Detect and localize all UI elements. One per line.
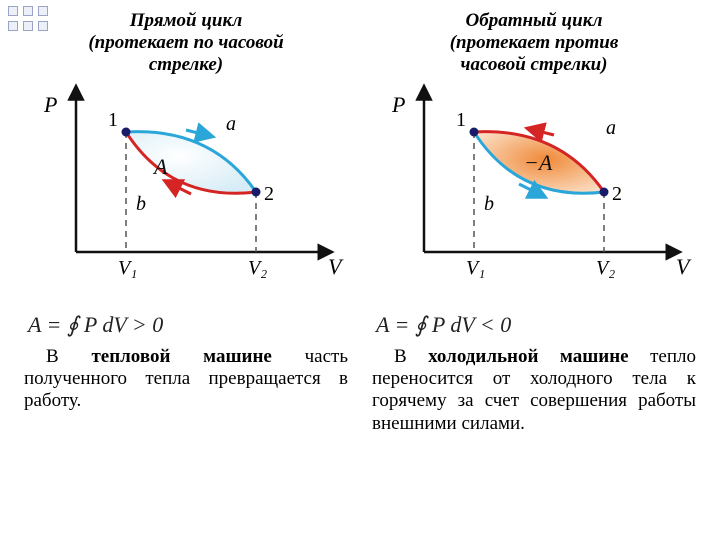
- point-2: [252, 187, 261, 196]
- x-axis-label: V: [676, 254, 692, 279]
- left-pv-diagram: P V V₁ V₂ 1 2 a b A: [20, 82, 352, 302]
- point-2-label: 2: [264, 183, 274, 205]
- columns: Прямой цикл (протекает по часовой стрелк…: [20, 10, 700, 435]
- left-title-line3: стрелке): [149, 54, 223, 75]
- right-title-line1: Обратный цикл: [466, 10, 603, 31]
- curve-a-label: a: [226, 113, 236, 135]
- right-para-pre: В: [394, 346, 428, 367]
- right-title-line3: часовой стрелки): [461, 54, 608, 75]
- right-pv-diagram: P V V₁ V₂ 1 2 a b −A: [368, 82, 700, 302]
- point-2: [600, 187, 609, 196]
- area-label: A: [152, 154, 168, 179]
- decorative-bullets: [8, 6, 50, 33]
- tick-v2: V₂: [596, 257, 615, 279]
- left-title: Прямой цикл (протекает по часовой стрелк…: [20, 10, 352, 76]
- left-title-line1: Прямой цикл: [130, 10, 243, 31]
- point-2-label: 2: [612, 183, 622, 205]
- left-formula: A = ∮ P dV > 0: [28, 312, 352, 338]
- y-axis-label: P: [43, 92, 57, 117]
- curve-a-arrow: [534, 130, 554, 135]
- point-1: [470, 127, 479, 136]
- right-formula: A = ∮ P dV < 0: [376, 312, 700, 338]
- tick-v1: V₁: [466, 257, 485, 279]
- right-title: Обратный цикл (протекает против часовой …: [368, 10, 700, 76]
- right-paragraph: В холодильной машине тепло переносится о…: [368, 346, 700, 436]
- curve-b-label: b: [136, 193, 146, 215]
- y-axis-label: P: [391, 92, 405, 117]
- point-1: [122, 127, 131, 136]
- right-column: Обратный цикл (протекает против часовой …: [368, 10, 700, 435]
- area-label: −A: [524, 150, 553, 175]
- point-1-label: 1: [456, 109, 466, 131]
- right-para-bold: холодильной машине: [428, 346, 628, 367]
- curve-a-label: a: [606, 117, 616, 139]
- left-para-pre: В: [46, 346, 91, 367]
- curve-a-arrow: [186, 130, 206, 135]
- left-para-bold: тепловой машине: [91, 346, 271, 367]
- left-column: Прямой цикл (протекает по часовой стрелк…: [20, 10, 352, 435]
- tick-v2: V₂: [248, 257, 267, 279]
- left-paragraph: В тепловой машине часть полученного тепл…: [20, 346, 352, 413]
- x-axis-label: V: [328, 254, 344, 279]
- tick-v1: V₁: [118, 257, 137, 279]
- left-title-line2: (протекает по часовой: [88, 32, 283, 53]
- curve-b-label: b: [484, 193, 494, 215]
- point-1-label: 1: [108, 109, 118, 131]
- right-title-line2: (протекает против: [450, 32, 619, 53]
